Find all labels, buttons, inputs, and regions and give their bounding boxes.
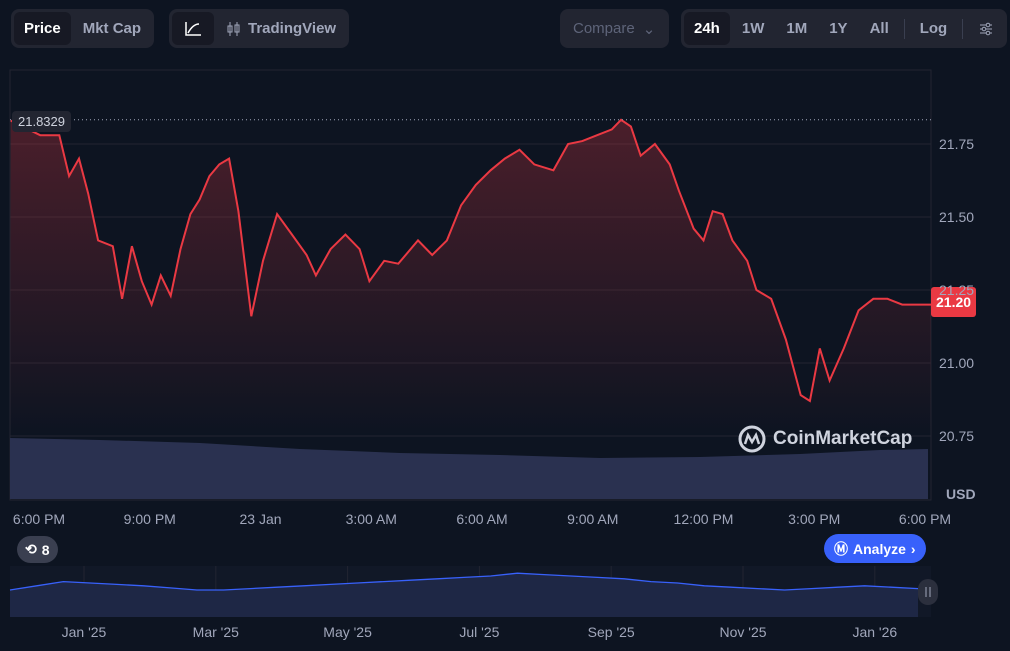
- overview-x-tick-label: Mar '25: [192, 624, 239, 640]
- x-tick-label: 9:00 AM: [567, 511, 619, 527]
- overview-area: [10, 573, 918, 617]
- history-badge[interactable]: ⟲ 8: [17, 536, 58, 563]
- high-price-label: 21.8329: [12, 111, 71, 132]
- price-area-fill: [10, 119, 931, 437]
- chart-style-toggle: TradingView: [169, 9, 350, 48]
- watermark-logo: CoinMarketCap: [737, 424, 912, 454]
- divider: [962, 18, 964, 39]
- y-tick-label: 21.25: [939, 282, 975, 298]
- compare-label: Compare ⌄: [563, 12, 665, 45]
- overview-x-tick-label: Jan '25: [61, 624, 107, 640]
- compare-dropdown[interactable]: Compare ⌄: [560, 9, 669, 48]
- tradingview-button[interactable]: TradingView: [216, 12, 346, 45]
- chart-type-toggle: Price Mkt Cap: [11, 9, 155, 48]
- range-1m[interactable]: 1M: [786, 20, 808, 37]
- cmc-chat-icon: Ⓜ: [834, 540, 848, 557]
- currency-label: USD: [946, 486, 976, 502]
- sliders-icon: [980, 22, 993, 35]
- line-chart-button[interactable]: [172, 12, 214, 45]
- x-tick-label: 6:00 AM: [456, 511, 508, 527]
- analyze-button[interactable]: Ⓜ Analyze ›: [824, 534, 926, 563]
- divider: [903, 18, 905, 39]
- overview-x-tick-label: Sep '25: [587, 624, 635, 640]
- range-selector: 24h 1W 1M 1Y All Log: [681, 9, 1008, 48]
- x-tick-label: 6:00 PM: [12, 511, 66, 527]
- price-line: [10, 118, 931, 403]
- x-tick-label: 23 Jan: [239, 511, 282, 527]
- analyze-label: Analyze: [853, 540, 906, 557]
- price-chart[interactable]: [0, 0, 1010, 530]
- y-tick-label: 21.50: [939, 209, 975, 225]
- candlestick-icon: [227, 21, 240, 36]
- y-tick-label: 20.75: [939, 428, 975, 444]
- compare-text: Compare: [573, 20, 635, 37]
- range-1y[interactable]: 1Y: [829, 20, 848, 37]
- plot-frame: [9, 69, 932, 501]
- log-toggle[interactable]: Log: [919, 20, 948, 37]
- overview-chart[interactable]: [0, 566, 1010, 646]
- overview-x-tick-label: Nov '25: [719, 624, 767, 640]
- x-tick-label: 12:00 PM: [673, 511, 734, 527]
- overview-x-tick-label: Jul '25: [459, 624, 500, 640]
- chevron-right-icon: ›: [910, 540, 916, 557]
- range-24h[interactable]: 24h: [684, 12, 730, 45]
- tradingview-label: TradingView: [248, 20, 337, 37]
- price-tab[interactable]: Price: [14, 12, 71, 45]
- range-all[interactable]: All: [869, 20, 889, 37]
- overview-x-tick-label: Jan '26: [852, 624, 898, 640]
- overview-range-handle[interactable]: [918, 579, 938, 605]
- watermark-text: CoinMarketCap: [773, 428, 913, 449]
- overview-x-tick-label: May '25: [323, 624, 372, 640]
- y-tick-label: 21.75: [939, 136, 975, 152]
- line-chart-icon: [185, 21, 201, 36]
- coinmarketcap-logo-icon: [738, 425, 766, 453]
- mkt-cap-tab[interactable]: Mkt Cap: [82, 20, 142, 37]
- history-icon: ⟲: [25, 541, 37, 557]
- x-tick-label: 3:00 PM: [788, 511, 841, 527]
- x-tick-label: 6:00 PM: [898, 511, 952, 527]
- settings-button[interactable]: [968, 12, 1004, 45]
- history-count: 8: [41, 541, 50, 558]
- chevron-down-icon: ⌄: [642, 20, 656, 38]
- range-1w[interactable]: 1W: [741, 20, 765, 37]
- current-price-label: 21.20: [931, 287, 977, 317]
- overview-line: [9, 572, 919, 591]
- y-tick-label: 21.00: [939, 355, 975, 371]
- x-tick-label: 3:00 AM: [345, 511, 397, 527]
- x-tick-label: 9:00 PM: [123, 511, 176, 527]
- volume-bars: [10, 438, 928, 499]
